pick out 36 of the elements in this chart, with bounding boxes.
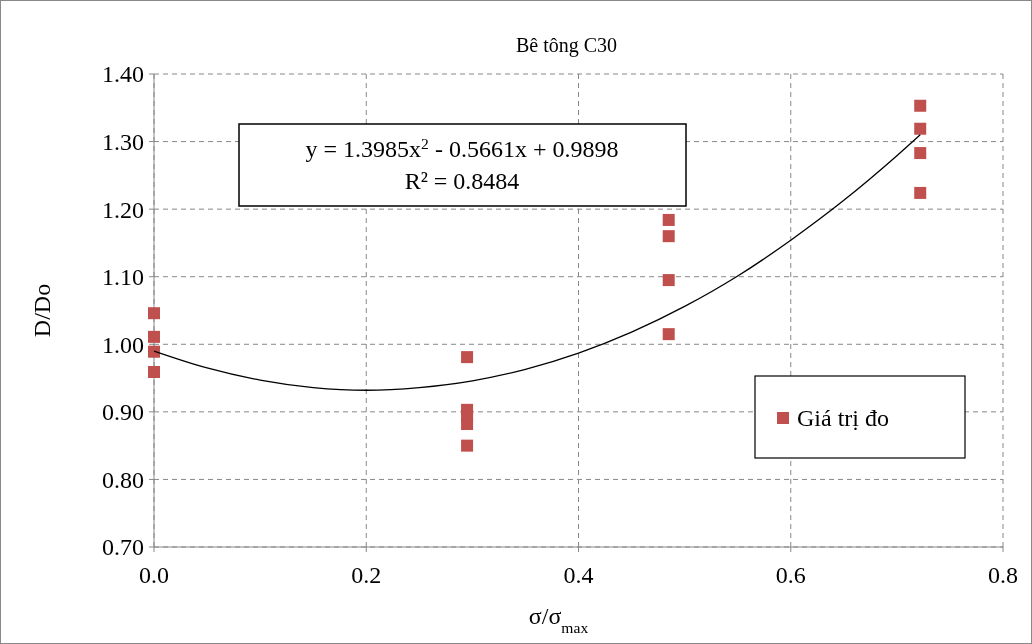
y-tick-label: 1.10 bbox=[102, 264, 144, 291]
chart-title: Bê tông C30 bbox=[515, 34, 618, 57]
point bbox=[662, 274, 675, 287]
point bbox=[662, 328, 675, 341]
point bbox=[148, 345, 160, 358]
point bbox=[662, 230, 675, 243]
y-tick-label: 0.80 bbox=[102, 466, 144, 493]
point bbox=[148, 330, 160, 343]
point bbox=[461, 351, 474, 364]
point bbox=[461, 439, 474, 452]
point bbox=[461, 418, 474, 431]
y-tick-label: 1.40 bbox=[102, 61, 144, 88]
point bbox=[662, 213, 675, 226]
x-tick-label: 0.4 bbox=[563, 562, 594, 588]
point bbox=[914, 122, 927, 135]
point bbox=[914, 99, 927, 112]
y-tick-label: 0.90 bbox=[102, 399, 144, 426]
legend-label: Giá trị đo bbox=[797, 405, 889, 432]
y-tick-label: 1.30 bbox=[102, 128, 144, 155]
x-tick-label: 0.6 bbox=[775, 562, 806, 588]
y-axis-title: D/Do bbox=[29, 283, 55, 338]
legend-box: Giá trị đo bbox=[754, 375, 966, 459]
y-tick-label: 1.00 bbox=[102, 331, 144, 358]
x-axis-title: σ/σ$_{max}$ bbox=[528, 603, 589, 636]
x-tick-label: 0.2 bbox=[351, 562, 382, 588]
equation-box: y = 1.3985x$^{2}$ - 0.5661x + 0.9898 R² = 0.8484 bbox=[238, 123, 687, 207]
point bbox=[148, 307, 160, 320]
point bbox=[914, 147, 927, 160]
point bbox=[148, 365, 160, 378]
y-tick-label: 1.20 bbox=[102, 196, 144, 223]
x-tick-label: 0.8 bbox=[988, 562, 1018, 588]
x-tick-label: 0.0 bbox=[139, 562, 169, 588]
y-tick-label: 0.70 bbox=[102, 534, 144, 561]
annotation: R² = 0.8484 bbox=[404, 168, 520, 194]
point bbox=[914, 186, 927, 199]
annotation: y = 1.3985x$^{2}$ - 0.5661x + 0.9898 bbox=[305, 134, 619, 162]
